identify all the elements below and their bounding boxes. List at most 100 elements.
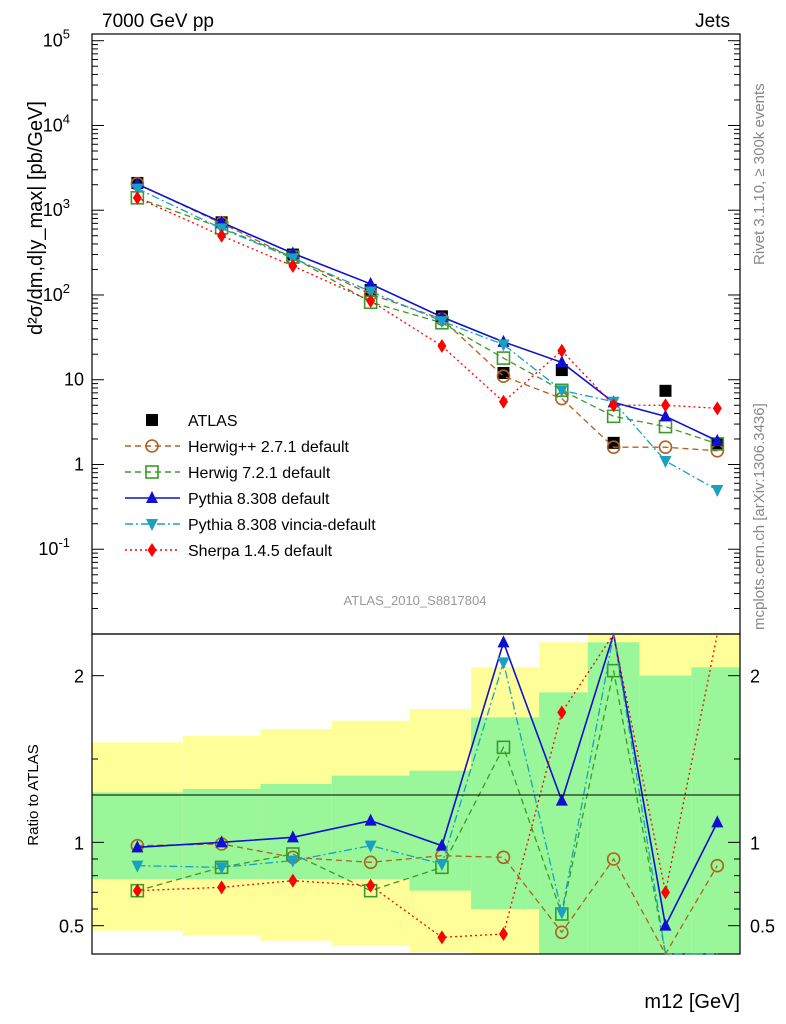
main-y-axis-label: d²σ/dm,d|y_max| [pb/GeV] xyxy=(25,101,47,335)
ratio-tick-label-right: 1 xyxy=(750,833,760,853)
ratio-series-4 xyxy=(132,632,718,945)
ratio-point xyxy=(215,835,228,848)
data-point xyxy=(659,409,672,422)
ratio-point xyxy=(435,838,448,851)
y-tick-label: 1 xyxy=(74,454,84,474)
y-tick-label: 105 xyxy=(43,27,70,51)
ratio-point xyxy=(131,860,144,873)
data-point xyxy=(658,440,673,454)
data-point xyxy=(435,316,448,329)
ratio-point xyxy=(215,862,228,875)
legend-marker xyxy=(145,465,159,479)
ratio-point xyxy=(606,852,621,866)
x-axis-label: m12 [GeV] xyxy=(644,991,740,1013)
series-line xyxy=(137,197,718,445)
ratio-point xyxy=(132,883,142,898)
ratio-line xyxy=(137,632,718,938)
data-point xyxy=(497,367,510,380)
ratio-tick-label-right: 2 xyxy=(750,667,760,687)
ratio-point xyxy=(659,918,672,931)
header-left-title: 7000 GeV pp xyxy=(102,11,214,32)
series-line xyxy=(137,197,718,409)
data-point xyxy=(497,339,510,352)
ratio-y-axis-label: Ratio to ATLAS xyxy=(25,744,42,845)
ratio-point xyxy=(437,930,447,945)
ratio-point xyxy=(364,840,377,853)
data-point xyxy=(496,369,511,384)
ratio-series-3 xyxy=(131,633,718,955)
data-point xyxy=(437,339,447,354)
band-inner xyxy=(691,667,740,954)
legend-label: Herwig++ 2.7.1 default xyxy=(188,439,350,456)
ratio-point xyxy=(286,830,299,843)
legend-marker xyxy=(146,491,158,503)
ratio-line xyxy=(137,633,718,955)
data-point xyxy=(712,401,722,416)
ratio-point xyxy=(497,657,510,670)
data-point xyxy=(288,258,298,273)
series-line xyxy=(137,187,718,491)
data-point xyxy=(606,440,621,454)
legend-marker xyxy=(146,519,158,531)
ratio-point xyxy=(498,927,508,941)
ratio-point xyxy=(286,855,299,868)
ratio-series-layer xyxy=(130,632,725,956)
y-tick-label: 10 xyxy=(64,370,84,390)
data-point xyxy=(555,385,568,398)
ratio-point xyxy=(217,880,227,895)
data-point xyxy=(557,343,567,358)
ratio-point xyxy=(435,859,448,871)
analysis-id: ATLAS_2010_S8817804 xyxy=(344,593,487,608)
legend-entry-0: ATLAS xyxy=(146,413,238,430)
data-point xyxy=(132,190,142,205)
ratio-point xyxy=(363,855,378,870)
ratio-point xyxy=(555,907,568,920)
band-inner xyxy=(639,675,692,954)
ratio-series-2 xyxy=(131,633,724,931)
series-layer xyxy=(130,176,725,498)
side-note-rivet: Rivet 3.1.10, ≥ 300k events xyxy=(751,83,768,265)
data-point xyxy=(607,436,620,449)
ratio-point xyxy=(364,813,377,826)
data-point xyxy=(364,276,377,289)
data-point xyxy=(711,485,724,498)
side-note-mcplots: mcplots.cern.ch [arXiv:1306.3436] xyxy=(751,403,768,630)
series-5 xyxy=(132,190,722,416)
legend-marker xyxy=(146,414,158,426)
data-point xyxy=(659,455,672,468)
ratio-line xyxy=(137,843,718,956)
y-tick-label: 10-1 xyxy=(38,535,70,559)
ratio-point xyxy=(710,858,725,873)
ratio-point xyxy=(131,840,144,853)
header-right-title: Jets xyxy=(695,11,730,32)
data-point xyxy=(366,293,376,308)
legend-marker xyxy=(145,439,159,453)
legend-label: Pythia 8.308 vincia-default xyxy=(188,517,376,534)
data-point xyxy=(364,286,377,299)
ratio-series-0 xyxy=(130,837,725,956)
data-point xyxy=(609,398,619,413)
band-inner xyxy=(587,642,640,954)
legend-entry-1: Herwig++ 2.7.1 default xyxy=(125,439,350,456)
legend-entry-5: Sherpa 1.4.5 default xyxy=(125,543,333,560)
legend-label: ATLAS xyxy=(188,413,238,430)
ratio-plot-frame xyxy=(91,633,741,955)
series-line xyxy=(137,183,718,452)
band-inner xyxy=(471,717,540,909)
ratio-point xyxy=(288,873,298,888)
ratio-tick-label: 2 xyxy=(74,667,84,687)
ratio-point xyxy=(711,815,724,828)
legend: ATLAS Herwig++ 2.7.1 default Herwig 7.2.1 … xyxy=(125,413,376,560)
ratio-point xyxy=(554,925,569,940)
data-point xyxy=(711,433,724,446)
ratio-point xyxy=(496,850,511,865)
data-point xyxy=(659,384,672,397)
legend-label: Pythia 8.308 default xyxy=(188,491,330,508)
legend-label: Herwig 7.2.1 default xyxy=(188,465,331,482)
legend-label: Sherpa 1.4.5 default xyxy=(188,543,333,560)
ratio-line xyxy=(137,633,719,929)
ratio-tick-label-right: 0.5 xyxy=(750,917,775,937)
ratio-point xyxy=(497,635,510,648)
